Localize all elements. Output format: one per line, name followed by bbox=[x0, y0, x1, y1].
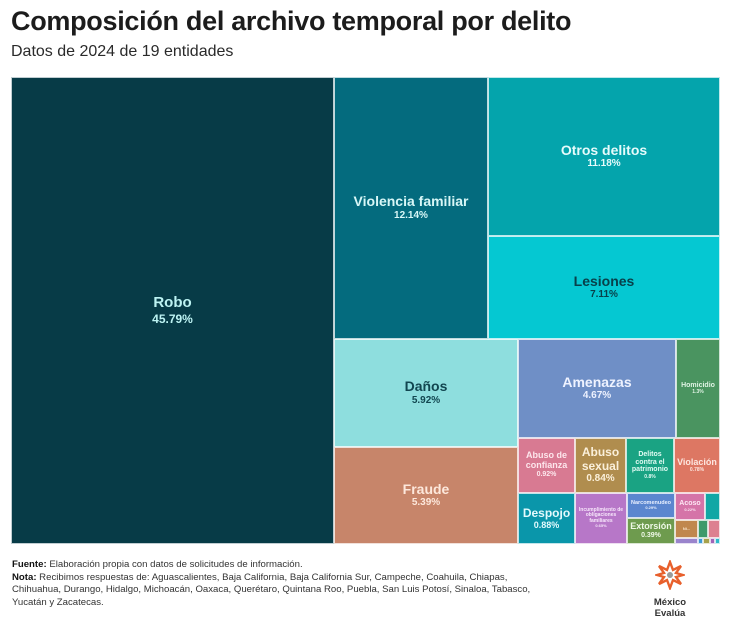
tile-value: 0.84% bbox=[586, 472, 615, 484]
tile-value: 11.18% bbox=[587, 158, 621, 170]
treemap-tile-extorsion: Extorsión 0.39% bbox=[627, 518, 675, 544]
treemap-tile-danos: Daños 5.92% bbox=[334, 339, 518, 447]
tile-value: 0.78% bbox=[689, 467, 705, 474]
treemap-tile-small-blue bbox=[698, 538, 703, 544]
tile-value: 0.8% bbox=[644, 474, 656, 481]
treemap-tile-acoso: Acoso 0.22% bbox=[675, 493, 705, 520]
treemap-tile-small-violet bbox=[710, 538, 715, 544]
tile-label: Violencia familiar bbox=[353, 193, 469, 210]
tile-label: Acoso bbox=[679, 500, 701, 508]
treemap-tile-violacion: Violación 0.78% bbox=[674, 438, 720, 493]
treemap-tile-despojo: Despojo 0.88% bbox=[518, 493, 575, 544]
tile-value: 0.39% bbox=[641, 531, 661, 539]
mexico-evalua-logo: México Evalúa bbox=[640, 558, 700, 619]
tile-label: Amenazas bbox=[562, 373, 632, 390]
tile-value: 4.67% bbox=[582, 390, 612, 402]
chart-title: Composición del archivo temporal por del… bbox=[11, 6, 572, 36]
tile-value: 0.22% bbox=[684, 506, 696, 512]
treemap-tile-homicidio: Homicidio 1.3% bbox=[676, 339, 720, 438]
treemap-tile-amenazas: Amenazas 4.67% bbox=[518, 339, 676, 438]
treemap-tile-small-teal bbox=[705, 493, 720, 520]
tile-value: 5.39% bbox=[411, 497, 441, 509]
source-label: Fuente: bbox=[12, 559, 47, 570]
tile-label: Delitos contra el patrimonio bbox=[631, 450, 669, 474]
note: Nota: Recibimos respuestas de: Aguascali… bbox=[12, 572, 532, 610]
tile-label: Ni... bbox=[682, 525, 691, 531]
tile-label: Daños bbox=[404, 378, 448, 395]
treemap-tile-small-purple bbox=[675, 538, 698, 544]
treemap-tile-abuso-confianza: Abuso de confianza 0.92% bbox=[518, 438, 575, 493]
tile-label: Despojo bbox=[522, 505, 571, 520]
treemap-tile-incumplimiento: Incumplimiento de obligaciones familiare… bbox=[575, 493, 627, 544]
tile-label: Robo bbox=[153, 294, 192, 312]
tile-label: Violación bbox=[677, 456, 717, 467]
treemap-tile-lesiones: Lesiones 7.11% bbox=[488, 236, 720, 339]
source-text: Elaboración propia con datos de solicitu… bbox=[46, 559, 303, 570]
tile-label: Abuso de confianza bbox=[525, 450, 568, 471]
chart-subtitle: Datos de 2024 de 19 entidades bbox=[11, 43, 234, 60]
tile-value: 0.92% bbox=[536, 471, 557, 479]
tile-label: Otros delitos bbox=[560, 141, 648, 158]
tile-label: Homicidio bbox=[681, 381, 715, 389]
treemap-tile-small-green bbox=[698, 520, 708, 538]
tile-value: 0.65% bbox=[595, 523, 607, 529]
tile-value: 12.14% bbox=[394, 209, 428, 221]
star-logo-icon bbox=[652, 558, 688, 592]
source-note: Fuente: Elaboración propia con datos de … bbox=[12, 559, 532, 572]
footer: Fuente: Elaboración propia con datos de … bbox=[12, 559, 532, 609]
treemap-tile-otros-delitos: Otros delitos 11.18% bbox=[488, 77, 720, 236]
treemap-tile-abuso-sexual: Abuso sexual 0.84% bbox=[575, 438, 626, 493]
treemap-tile-robo: Robo 45.79% bbox=[11, 77, 334, 544]
treemap-tile-small-olive bbox=[703, 538, 710, 544]
treemap-tile-small-pink bbox=[708, 520, 720, 538]
treemap-tile-small-brown: Ni... bbox=[675, 520, 698, 538]
tile-label: Lesiones bbox=[573, 272, 635, 289]
tile-label: Incumplimiento de obligaciones familiare… bbox=[578, 506, 624, 524]
tile-value: 7.11% bbox=[590, 289, 618, 301]
note-text: Recibimos respuestas de: Aguascalientes,… bbox=[12, 571, 531, 608]
tile-label: Abuso sexual bbox=[581, 445, 620, 473]
tile-value: 1.3% bbox=[692, 389, 704, 396]
treemap-tile-small-cyan bbox=[715, 538, 720, 544]
tile-label: Fraude bbox=[402, 480, 450, 497]
note-label: Nota: bbox=[12, 571, 37, 583]
treemap-tile-delitos-patrimonio: Delitos contra el patrimonio 0.8% bbox=[626, 438, 674, 493]
tile-value: 45.79% bbox=[152, 311, 193, 326]
treemap-tile-narcomenudeo: Narcomenudeo 0.29% bbox=[627, 493, 675, 518]
treemap-tile-fraude: Fraude 5.39% bbox=[334, 447, 518, 544]
logo-text: México Evalúa bbox=[653, 597, 687, 619]
tile-value: 0.88% bbox=[533, 519, 560, 530]
tile-label: Narcomenudeo bbox=[630, 500, 672, 507]
tile-label: Extorsión bbox=[630, 520, 672, 531]
treemap-tile-violencia-familiar: Violencia familiar 12.14% bbox=[334, 77, 488, 339]
tile-value: 0.29% bbox=[645, 505, 657, 511]
tile-value: 5.92% bbox=[411, 394, 441, 406]
